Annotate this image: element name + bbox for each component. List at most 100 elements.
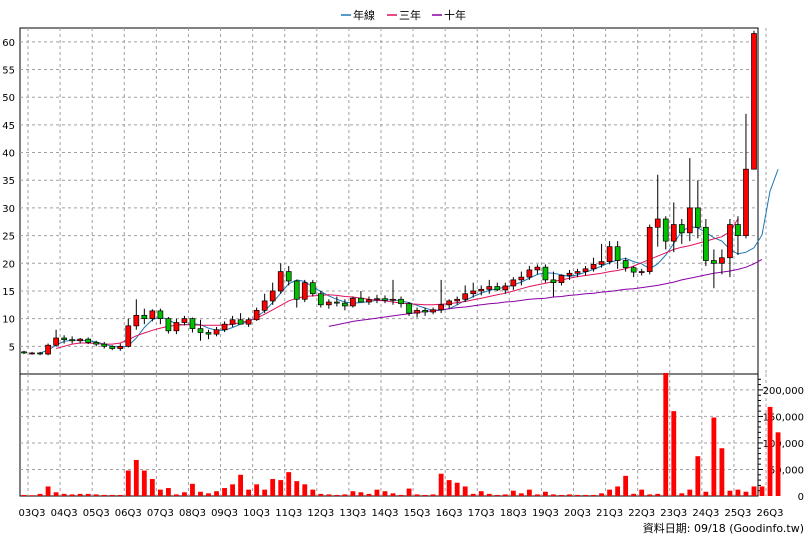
candle-body [69,339,75,342]
candle-body [598,261,605,265]
candle [478,285,485,296]
ma-line-三年 [55,218,739,349]
volume-bar [543,491,548,496]
candle-body [237,319,244,325]
price-tick-label: 60 [2,38,15,49]
volume-bar [430,494,436,496]
price-tick-label: 10 [2,315,15,326]
candle [646,224,653,275]
volume-bar [446,480,452,496]
legend-label-10y: 十年 [444,8,466,22]
volume-bar [222,488,227,496]
candle-body [646,226,653,272]
volume-bar [478,491,484,496]
candle-body [301,282,308,300]
volume-bar [318,493,324,496]
volume-tick-label: 100,000 [763,439,804,450]
candle-body [181,318,188,323]
volume-bar [286,472,292,496]
candle [406,302,412,316]
volume-bar [406,488,412,496]
candle-body [422,309,428,313]
candle-body [502,285,509,291]
volume-bar [759,486,765,496]
candle [149,309,156,322]
x-tick-label: 06Q3 [115,508,142,519]
volume-bar [165,488,171,496]
candle [670,202,677,253]
volume-bar [591,494,596,496]
candle-body [197,328,204,333]
x-tick-label: 10Q3 [243,508,270,519]
candle-body [221,323,228,331]
candle-body [229,319,236,325]
candle [21,350,27,355]
volume-panel-frame [19,373,759,497]
candle [719,249,725,275]
candle-body [53,337,59,346]
candle-body [638,271,645,273]
x-tick-label: 26Q3 [757,508,784,519]
candle-body [550,279,557,284]
volume-bar [85,493,91,496]
candle [229,315,236,327]
candle-body [606,246,613,262]
candle-body [366,299,372,303]
candle [29,351,35,355]
volume-bar [631,493,637,496]
candle [253,307,260,321]
candle [638,268,645,276]
candle-body [510,279,517,287]
volume-bar [294,481,300,496]
candle [662,216,669,250]
candle [494,282,501,291]
volume-bar [198,491,203,496]
volume-bar [358,492,364,496]
volume-bar [254,484,260,496]
candle [582,266,589,276]
candle-body [558,275,565,284]
volume-bar [583,494,588,496]
volume-bar [671,411,677,496]
candle-body [678,224,685,234]
chart-legend: 年線 三年 十年 [341,8,466,22]
candle [350,296,356,308]
volume-bar [93,494,99,496]
x-tick-label: 22Q3 [628,508,655,519]
candle-body [317,293,324,306]
candle-body [703,226,709,261]
volume-tick-label: 50,000 [769,465,804,476]
volume-gridlines [20,374,767,496]
volume-bar [270,479,276,496]
candle-body [406,303,412,314]
candle-body [93,342,100,345]
price-tick-label: 55 [2,66,15,77]
candle [85,337,92,345]
volume-bar [326,494,332,496]
candle-body [574,271,581,274]
volume-bar [414,494,420,496]
footer-data-date: 資料日期: 09/18 (Goodinfo.tw) [643,521,804,535]
volume-bar [182,492,187,496]
candle-body [77,338,83,342]
candle-body [382,298,388,301]
candle-body [630,267,637,273]
candle-body [534,266,541,271]
candle-body [205,332,212,335]
volume-bar [727,490,733,496]
volume-bar [398,494,404,496]
candle-body [261,300,268,311]
price-tick-label: 40 [2,149,15,160]
price-tick-label: 45 [2,121,15,132]
x-tick-label: 19Q3 [532,508,559,519]
candle [237,313,244,325]
candle [45,343,51,356]
candle [269,282,276,305]
candle [542,264,549,283]
candle-body [109,345,116,349]
volume-bar [374,489,380,496]
candle [622,257,629,272]
candle-body [189,318,196,329]
candle-body [85,338,92,343]
candle [245,317,252,327]
